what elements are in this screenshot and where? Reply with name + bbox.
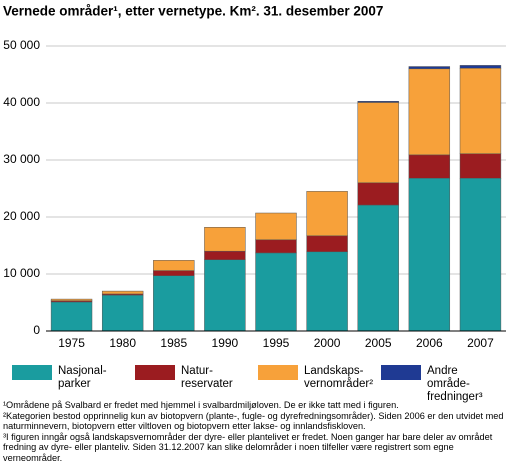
bar-segment <box>408 68 451 156</box>
bar-segment <box>408 177 451 332</box>
bar-segment <box>101 290 144 295</box>
bar-segment <box>204 250 246 260</box>
x-tick-label: 1975 <box>58 336 85 350</box>
y-tick-label: 10 000 <box>3 266 40 280</box>
x-tick-label: 2006 <box>416 336 443 350</box>
bar-segment <box>153 270 195 276</box>
footnotes: ¹Områdene på Svalbard er fredet med hjem… <box>3 400 508 463</box>
bar-segment <box>459 67 502 154</box>
bar-segment <box>306 251 348 332</box>
legend-swatch <box>381 365 421 380</box>
legend-swatch <box>258 365 298 380</box>
bar-segment <box>459 177 502 332</box>
footnote: ²Kategorien bestod opprinnelig kun av bi… <box>3 410 504 432</box>
bar-segment <box>50 298 93 302</box>
x-tick-label: 1995 <box>263 336 290 350</box>
bar-segment <box>408 66 451 70</box>
y-tick-label: 0 <box>33 323 40 337</box>
x-tick-label: 2007 <box>467 336 494 350</box>
bar-segment <box>204 227 246 252</box>
y-tick-label: 30 000 <box>3 152 40 166</box>
y-tick-label: 20 000 <box>3 209 40 223</box>
bar-segment <box>255 239 297 254</box>
bar-segment <box>50 301 93 332</box>
y-tick-label: 40 000 <box>3 95 40 109</box>
legend-item: Natur-reservater <box>135 365 258 404</box>
chart-title: Vernede områder¹, etter vernetype. Km². … <box>3 4 383 19</box>
bar-segment <box>153 275 195 332</box>
x-tick-label: 1980 <box>109 336 136 350</box>
legend-label: Nasjonal-parker <box>58 365 107 390</box>
legend-swatch <box>12 365 52 380</box>
legend-label: Landskaps-vernområder² <box>304 365 374 390</box>
legend-item: Nasjonal-parker <box>12 365 135 404</box>
bar-segment <box>101 294 144 332</box>
legend-item: Andre område-fredninger³ <box>381 365 504 404</box>
bar-segment <box>306 191 348 237</box>
x-tick-label: 2000 <box>314 336 341 350</box>
legend: Nasjonal-parker Natur-reservater Landskaps… <box>12 365 507 404</box>
legend-label: Natur-reservater <box>181 365 233 390</box>
legend-label: Andre område-fredninger³ <box>427 365 483 403</box>
x-tick-label: 1985 <box>160 336 187 350</box>
bar-segment <box>255 252 297 332</box>
bar-segment <box>357 182 399 206</box>
bar-segment <box>357 101 399 103</box>
x-tick-label: 1990 <box>212 336 239 350</box>
bar-segment <box>204 259 246 332</box>
bar-segment <box>459 65 502 69</box>
bar-segment <box>459 153 502 179</box>
legend-swatch <box>135 365 175 380</box>
footnote: ³I figuren inngår også landskapsvernområ… <box>3 431 493 463</box>
y-tick-label: 50 000 <box>3 38 40 52</box>
bar-segment <box>306 235 348 253</box>
bar-segment <box>357 204 399 332</box>
legend-item: Landskaps-vernområder² <box>258 365 381 404</box>
bar-segment <box>153 260 195 271</box>
bar-segment <box>357 102 399 184</box>
bar-segment <box>255 212 297 241</box>
footnote: ¹Områdene på Svalbard er fredet med hjem… <box>3 400 399 410</box>
chart: Vernede områder¹, etter vernetype. Km². … <box>3 4 506 350</box>
x-tick-label: 2005 <box>365 336 392 350</box>
bar-segment <box>408 154 451 179</box>
